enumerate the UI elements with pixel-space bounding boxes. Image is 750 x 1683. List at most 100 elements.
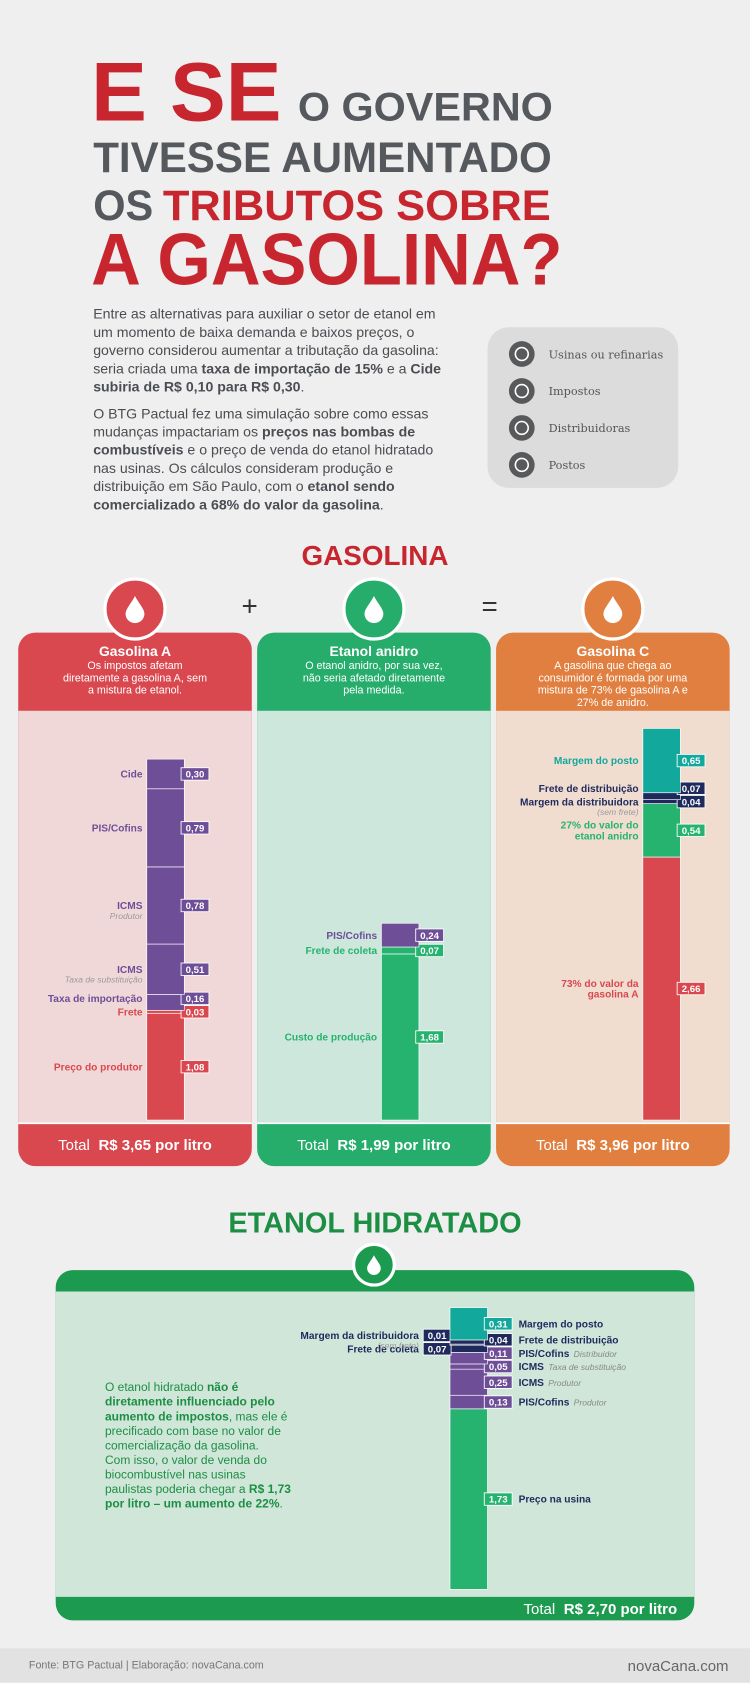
bar-segment [449,1344,488,1353]
segment-note: (sem frete) [597,807,639,817]
segment-name: Margem da distribuidora [300,1331,419,1342]
text-run: e o preço de venda do etanol hidratado [183,442,433,458]
value-label: 0,01 [428,1331,447,1342]
text-line: por litro – um aumento de 22%. [105,1497,283,1511]
text-line: aumento de impostos, mas ele é [105,1409,288,1423]
value-label: 0,25 [489,1378,508,1389]
total-value: R$ 1,99 por litro [337,1137,450,1154]
legend-icon [508,341,535,367]
bold-run: combustíveis [93,442,183,458]
bold-run: R$ 1,73 [249,1482,291,1496]
text-run: distribuição em São Paulo, com o [93,478,307,494]
panel: Gasolina CA gasolina que chega aoconsumi… [496,577,730,1167]
total-value: R$ 2,70 por litro [564,1601,677,1618]
value-label: 1,08 [186,1062,205,1073]
value-label: 0,07 [420,946,439,957]
bold-run: não é [207,1380,239,1394]
bold-run: por litro – um aumento de 22% [105,1497,280,1511]
bar-segment [146,1009,185,1014]
value-tag [180,821,210,835]
drop-icon [603,596,623,624]
value-label: 0,16 [186,994,205,1005]
bar-segment [449,1368,488,1396]
value-tag [676,794,706,809]
text-run: e a [383,360,410,376]
panel-total: Total R$ 3,65 por litro [58,1137,212,1154]
segment-note: Distribuidor [574,1349,618,1359]
segment-name: PIS/Cofins Produtor [519,1398,608,1409]
bar-segment [146,866,185,945]
bold-run: Cide [410,360,441,376]
value-label: 0,05 [489,1362,508,1373]
gasolina-panels: Gasolina AOs impostos afetamdiretamente … [18,577,730,1167]
text-line: paulistas poderia chegar a R$ 1,73 [105,1482,291,1496]
legend-icon-inner [514,383,530,399]
value-label: 0,65 [682,756,701,767]
value-tag [180,962,210,976]
value-label: 0,31 [489,1319,508,1330]
text-run: O etanol hidratado [105,1380,207,1394]
panel-total: Total R$ 3,96 por litro [536,1137,690,1154]
segment-name: Frete de coleta [305,946,377,957]
bar-segment [642,792,681,800]
text-run: . [300,378,304,394]
segment-name: ICMS Taxa de substituição [519,1362,627,1373]
bar-segment [146,788,185,868]
segment-name: gasolina A [588,990,640,1001]
segment-note: Taxa de substituição [65,975,143,985]
text-line: O etanol hidratado não é [105,1380,239,1394]
panel-description: consumidor é formada por uma [538,672,687,684]
plus-sign: + [242,590,258,621]
legend-icon-inner [514,457,530,473]
segment-name: 27% do valor do [561,821,639,832]
panel-description: não seria afetado diretamente [303,672,445,684]
segment-name: Frete de distribuição [519,1335,619,1346]
bar-segment [449,1352,488,1365]
value-tag [180,898,210,913]
value-label: 2,66 [682,984,701,995]
bar-segment [642,856,681,1121]
value-label: 0,04 [682,797,701,808]
bar-segment [146,943,185,995]
text-line: governo considerou aumentar a tributação… [93,342,439,358]
value-tag [180,767,210,781]
value-label: 0,07 [682,784,701,795]
bar-segment [381,922,420,948]
text-line: comercialização da gasolina. [105,1438,259,1452]
value-label: 1,73 [489,1495,508,1506]
text-run: mudanças impactariam os [93,423,262,439]
value-label: 0,13 [489,1398,508,1409]
value-label: 0,79 [186,823,205,834]
bar-segment [381,946,420,955]
legend-icon-inner [514,420,530,436]
section-heading: GASOLINA [302,540,449,571]
bold-run: etanol sendo [308,478,395,494]
text-line: mudanças impactariam os preços nas bomba… [93,423,415,439]
text-line: um momento de baixa demanda e baixos pre… [93,324,414,340]
text-line: distribuição em São Paulo, com o etanol … [93,478,395,494]
total-value: R$ 3,65 por litro [98,1137,211,1154]
panel-body [55,1291,695,1597]
segment-name: Cide [120,770,142,781]
value-tag [415,928,444,942]
bold-run: preços nas bombas de [262,423,415,439]
segment-name: Custo de produção [285,1033,378,1044]
value-label: 0,24 [420,931,439,942]
value-label: 0,30 [186,770,205,781]
panel: Gasolina AOs impostos afetamdiretamente … [18,577,252,1167]
text-run: , mas ele é [229,1409,288,1423]
value-tag [180,1005,210,1019]
panel-description: a mistura de etanol. [88,685,182,697]
segment-name: Frete de distribuição [539,784,639,795]
segment-name: PIS/Cofins [92,823,143,834]
segment-note: Taxa de substituição [548,1362,626,1372]
value-tag [415,1030,444,1044]
text-run: governo considerou aumentar a tributação… [93,342,439,358]
value-label: 0,51 [186,965,205,976]
value-tag [676,823,706,837]
footer-band [0,1648,750,1683]
text-run: nas usinas. Os cálculos consideram produ… [93,460,393,476]
panel-description: 27% de anidro. [577,697,649,709]
panel-title: Gasolina A [99,643,171,659]
